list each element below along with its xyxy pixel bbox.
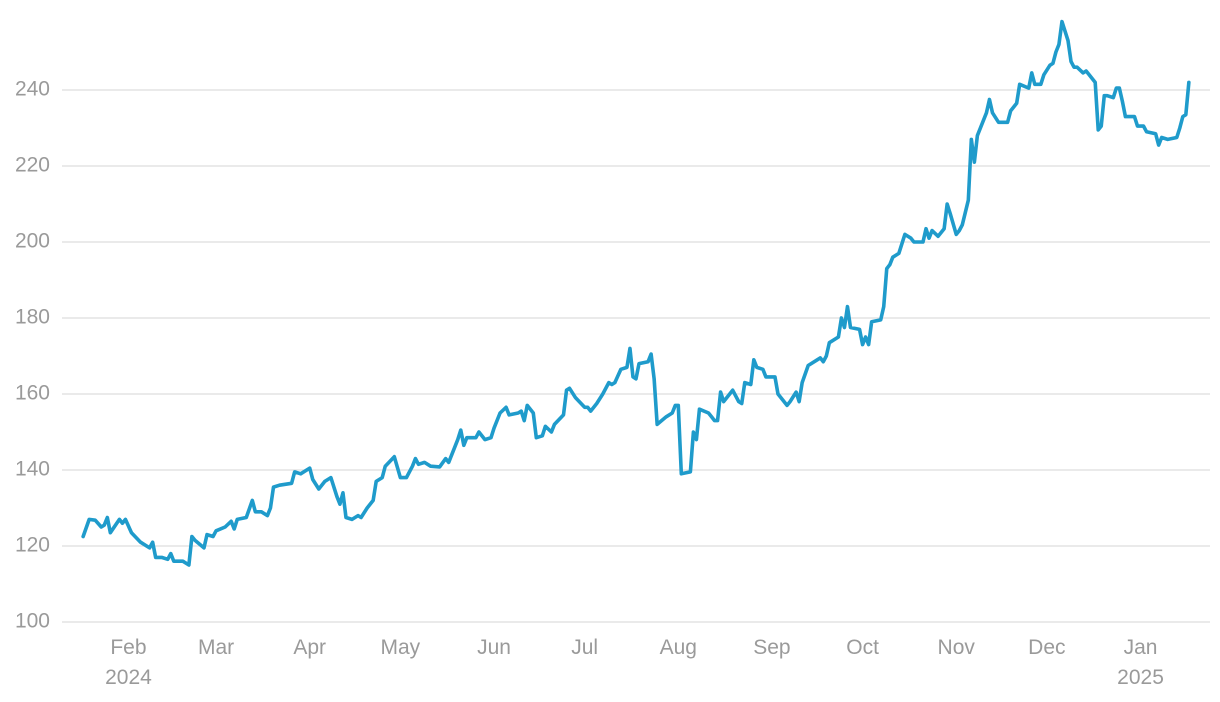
x-tick-label-line: Jul <box>571 636 598 659</box>
y-tick-label: 220 <box>15 154 50 177</box>
y-tick-label: 100 <box>15 610 50 633</box>
y-tick-label: 140 <box>15 458 50 481</box>
x-tick-label: Mar <box>198 636 234 659</box>
x-tick-label-line: Oct <box>846 636 879 659</box>
x-tick-label-line: Nov <box>938 636 976 659</box>
y-tick-label: 180 <box>15 306 50 329</box>
x-tick-label: Feb 2024 <box>105 636 152 689</box>
x-tick-label-line: Aug <box>660 636 697 659</box>
x-tick-label-line: Sep <box>753 636 790 659</box>
x-tick-label: Sep <box>753 636 790 659</box>
x-tick-label-line: May <box>381 636 421 659</box>
x-tick-label: Aug <box>660 636 697 659</box>
x-tick-label-line: Feb <box>110 636 146 659</box>
x-tick-label-line: Dec <box>1028 636 1065 659</box>
price-line <box>81 19 1191 567</box>
y-tick-label: 120 <box>15 534 50 557</box>
x-tick-label: Jun <box>477 636 511 659</box>
x-tick-label: Oct <box>846 636 879 659</box>
x-tick-label-line: Jan <box>1124 636 1158 659</box>
x-tick-label: Jul <box>571 636 598 659</box>
x-tick-label: May <box>381 636 421 659</box>
y-tick-label: 240 <box>15 78 50 101</box>
x-tick-label-line: Jun <box>477 636 511 659</box>
x-tick-label-line: 2024 <box>105 666 152 689</box>
y-tick-label: 200 <box>15 230 50 253</box>
x-tick-label-line: Mar <box>198 636 234 659</box>
x-tick-label: Dec <box>1028 636 1065 659</box>
x-tick-label-line: Apr <box>293 636 326 659</box>
y-tick-label: 160 <box>15 382 50 405</box>
x-tick-label: Apr <box>293 636 326 659</box>
x-tick-label: Jan 2025 <box>1117 636 1164 689</box>
x-tick-label: Nov <box>938 636 976 659</box>
x-tick-label-line: 2025 <box>1117 666 1164 689</box>
